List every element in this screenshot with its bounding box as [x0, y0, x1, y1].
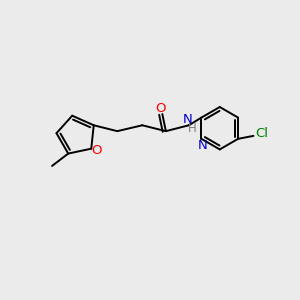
- Text: O: O: [156, 102, 166, 115]
- Text: H: H: [188, 122, 196, 135]
- Text: Cl: Cl: [255, 127, 268, 140]
- Text: N: N: [198, 139, 208, 152]
- Text: O: O: [91, 144, 102, 157]
- Text: N: N: [182, 113, 192, 127]
